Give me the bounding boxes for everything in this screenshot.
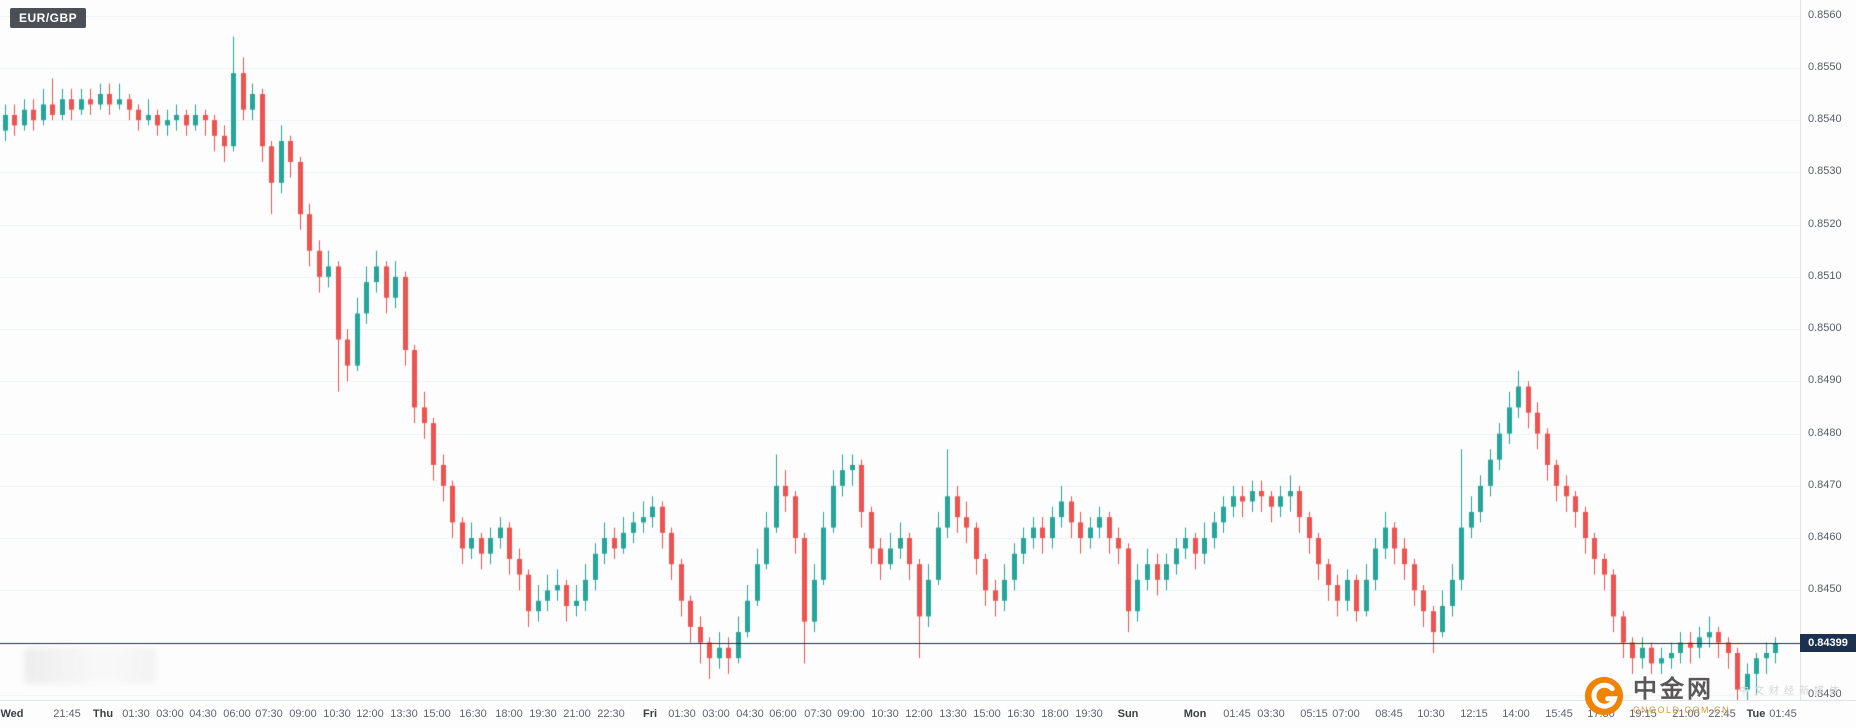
- time-axis-label: Thu: [92, 708, 114, 720]
- time-axis-label: 01:30: [122, 708, 150, 720]
- time-axis-label: Sun: [1117, 708, 1139, 720]
- time-axis-label: 19:15: [1629, 708, 1657, 720]
- price-axis-label: 0.8450: [1808, 583, 1842, 596]
- price-axis-label: 0.8490: [1808, 374, 1842, 387]
- time-axis-label: 01:45: [1769, 708, 1797, 720]
- price-axis-label: 0.8560: [1808, 8, 1842, 21]
- time-axis-label: 05:15: [1300, 708, 1328, 720]
- blurred-watermark: [24, 648, 156, 684]
- price-axis-label: 0.8510: [1808, 269, 1842, 282]
- time-axis-label: 04:30: [736, 708, 764, 720]
- price-axis-label: 0.8520: [1808, 217, 1842, 230]
- time-axis-label: 08:45: [1375, 708, 1403, 720]
- time-axis-label: 03:00: [156, 708, 184, 720]
- price-axis-label: 0.8460: [1808, 531, 1842, 544]
- time-axis-label: Wed: [0, 708, 24, 720]
- time-axis-label: 09:00: [837, 708, 865, 720]
- last-price-badge: 0.84399: [1800, 634, 1856, 653]
- time-axis-label: 15:00: [423, 708, 451, 720]
- time-axis-label: 22:30: [597, 708, 625, 720]
- time-axis-label: 14:00: [1502, 708, 1530, 720]
- time-axis-label: 21:00: [1672, 708, 1700, 720]
- cngold-logo: 中金网 CNGOLD.COM.CN 中文财经新媒体: [1584, 676, 1844, 716]
- time-axis-label: 15:00: [973, 708, 1001, 720]
- time-axis-label: 16:30: [459, 708, 487, 720]
- time-axis-label: Fri: [642, 708, 658, 720]
- time-axis-label: 15:45: [1545, 708, 1573, 720]
- time-axis-label: 10:30: [323, 708, 351, 720]
- time-axis-label: 10:30: [871, 708, 899, 720]
- time-axis-label: 22:45: [1708, 708, 1736, 720]
- time-axis-label: 10:30: [1417, 708, 1445, 720]
- time-axis-label: 01:45: [1223, 708, 1251, 720]
- time-axis-label: 01:30: [668, 708, 696, 720]
- cngold-circle-icon: [1584, 676, 1624, 716]
- time-axis-label: 19:30: [1075, 708, 1103, 720]
- time-axis-label: 12:15: [1460, 708, 1488, 720]
- time-axis-label: 21:00: [563, 708, 591, 720]
- time-axis-label: 21:45: [53, 708, 81, 720]
- price-axis-label: 0.8530: [1808, 165, 1842, 178]
- time-axis-label: 09:00: [289, 708, 317, 720]
- time-axis-label: Mon: [1183, 708, 1207, 720]
- time-axis-label: 06:00: [769, 708, 797, 720]
- price-axis-label: 0.8550: [1808, 60, 1842, 73]
- price-axis-label: 0.8480: [1808, 426, 1842, 439]
- time-axis-label: 03:30: [1257, 708, 1285, 720]
- price-axis-label: 0.8540: [1808, 113, 1842, 126]
- time-axis-label: 06:00: [223, 708, 251, 720]
- time-axis-label: 07:30: [255, 708, 283, 720]
- time-axis-label: 12:00: [356, 708, 384, 720]
- logo-tagline: 中文财经新媒体: [1739, 685, 1844, 697]
- time-axis-label: 03:00: [702, 708, 730, 720]
- time-axis-label: 19:30: [529, 708, 557, 720]
- price-axis-label: 0.8430: [1808, 687, 1842, 700]
- symbol-badge: EUR/GBP: [10, 8, 87, 28]
- price-axis-label: 0.8500: [1808, 322, 1842, 335]
- time-axis-label: 07:00: [1332, 708, 1360, 720]
- time-axis-label: 07:30: [804, 708, 832, 720]
- logo-domain: CNGOLD.COM.CN: [1632, 704, 1730, 715]
- time-axis-label: Tue: [1746, 708, 1766, 720]
- logo-chinese-name: 中金网: [1632, 676, 1714, 704]
- price-axis[interactable]: 0.8560 0.8550 0.8540 0.8530 0.8520 0.8510 0.85…: [1800, 0, 1856, 700]
- candlestick-chart-canvas[interactable]: [0, 0, 1800, 700]
- time-axis-label: 12:00: [905, 708, 933, 720]
- time-axis-label: 18:00: [495, 708, 523, 720]
- price-axis-label: 0.8470: [1808, 478, 1842, 491]
- time-axis[interactable]: Wed 21:45 Thu 01:30 03:00 04:30 06:00 07:30 09:0…: [0, 700, 1856, 728]
- time-axis-label: 13:30: [390, 708, 418, 720]
- time-axis-label: 04:30: [189, 708, 217, 720]
- time-axis-label: 13:30: [939, 708, 967, 720]
- logo-text-block: 中金网 CNGOLD.COM.CN: [1633, 677, 1730, 714]
- time-axis-label: 18:00: [1041, 708, 1069, 720]
- time-axis-label: 16:30: [1007, 708, 1035, 720]
